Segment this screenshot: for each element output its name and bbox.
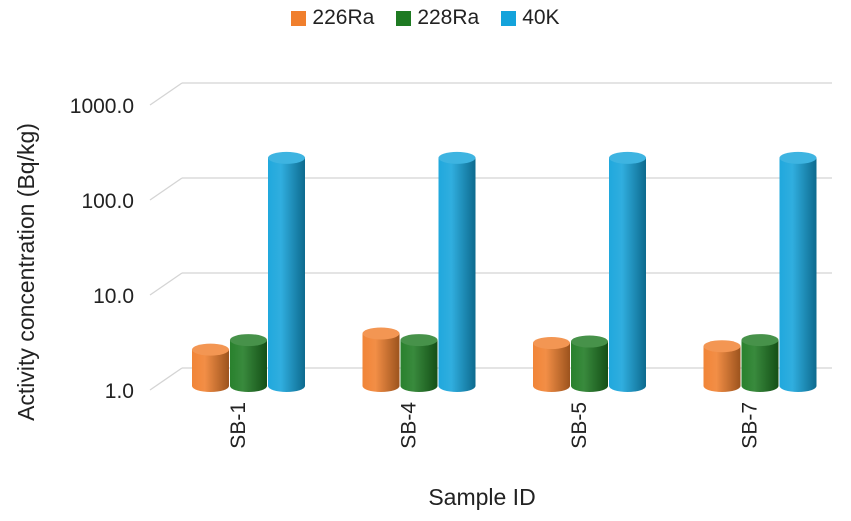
x-tick-label: SB-5 <box>568 402 591 449</box>
bar-40k-sb-7 <box>779 151 817 392</box>
grid-line-diag <box>149 82 183 106</box>
bars <box>192 151 817 392</box>
bar-40k-sb-5 <box>609 151 646 392</box>
legend-swatch-40k <box>501 10 517 26</box>
x-tick-label: SB-1 <box>227 402 250 449</box>
legend-swatch-228ra <box>396 10 412 26</box>
grid-line-diag <box>149 177 183 201</box>
bar-226ra-sb-5 <box>533 337 570 392</box>
legend-item-226ra: 226Ra <box>291 6 374 30</box>
legend-label-226ra: 226Ra <box>312 6 375 29</box>
y-tick-labels: 1.0 10.0 100.0 1000.0 <box>70 95 134 403</box>
x-tick-labels: SB-1 SB-4 SB-5 SB-7 <box>227 402 762 449</box>
legend-item-40k: 40K <box>501 6 560 30</box>
grid-line-diag <box>149 367 183 391</box>
legend-label-40k: 40K <box>522 6 560 29</box>
y-tick-label: 1.0 <box>105 380 134 403</box>
bar-226ra-sb-4 <box>362 327 400 392</box>
y-axis-label: Activity concentration (Bq/kg) <box>13 123 39 421</box>
x-tick-label: SB-4 <box>398 402 421 449</box>
bar-228ra-sb-7 <box>741 334 779 392</box>
bar-228ra-sb-5 <box>571 335 608 392</box>
x-axis-label: Sample ID <box>428 484 535 510</box>
bar-40k-sb-1 <box>268 151 305 392</box>
legend-label-228ra: 228Ra <box>417 6 480 29</box>
legend-swatch-226ra <box>291 10 307 26</box>
x-tick-label: SB-7 <box>739 402 762 449</box>
grid-line-diag <box>149 272 183 296</box>
bar-226ra-sb-1 <box>192 343 229 392</box>
legend: 226Ra 228Ra 40K <box>0 6 851 30</box>
bar-228ra-sb-4 <box>400 334 438 392</box>
y-tick-label: 1000.0 <box>70 95 134 118</box>
bar-228ra-sb-1 <box>230 334 267 392</box>
y-tick-label: 100.0 <box>81 190 134 213</box>
bar-226ra-sb-7 <box>703 340 741 392</box>
legend-item-228ra: 228Ra <box>396 6 479 30</box>
bar-40k-sb-4 <box>438 151 476 392</box>
y-tick-label: 10.0 <box>93 285 134 308</box>
